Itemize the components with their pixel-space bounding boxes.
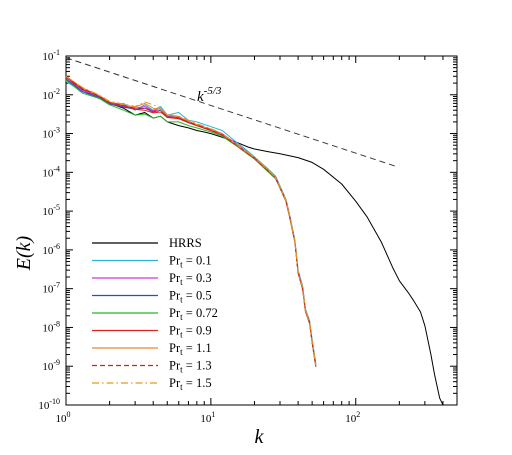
slope-annotation: k-5/3 <box>197 85 222 105</box>
x-tick-label: 102 <box>345 410 360 425</box>
reference-line <box>65 57 397 167</box>
legend-item: Prt = 1.5 <box>92 376 212 392</box>
legend-label: HRRS <box>169 236 202 250</box>
y-tick-label: 10-6 <box>42 242 60 257</box>
series-line-prt1_3 <box>65 76 317 366</box>
slope-annotation-base: k <box>197 89 204 105</box>
slope-annotation-exponent: -5/3 <box>204 85 222 97</box>
y-tick-label: 10-2 <box>42 87 60 102</box>
legend-item: Prt = 1.3 <box>92 359 212 375</box>
series-line-prt1_5 <box>65 75 317 366</box>
legend-item: Prt = 1.1 <box>92 341 212 357</box>
y-tick-label: 10-4 <box>42 164 60 179</box>
legend-label: Prt = 0.9 <box>169 324 212 340</box>
plot-frame <box>65 55 458 406</box>
axis-ticks <box>65 55 458 406</box>
legend-label: Prt = 0.1 <box>169 254 212 270</box>
reference-slope-line <box>65 57 397 167</box>
legend-label: Prt = 1.3 <box>169 359 212 375</box>
y-tick-label: 10-1 <box>42 48 60 63</box>
legend-label: Prt = 0.72 <box>169 306 218 322</box>
y-tick-label: 10-7 <box>42 281 60 296</box>
legend-item: Prt = 0.1 <box>92 254 212 270</box>
legend-label: Prt = 1.1 <box>169 341 212 357</box>
series-line-prt0_3 <box>65 78 317 365</box>
legend-item: Prt = 0.72 <box>92 306 218 322</box>
legend-label: Prt = 0.3 <box>169 271 212 287</box>
plot-border <box>65 55 458 406</box>
series-line-prt1_1 <box>65 75 317 366</box>
legend-item: HRRS <box>92 236 202 250</box>
legend-label: Prt = 1.5 <box>169 376 212 392</box>
legend-item: Prt = 0.5 <box>92 289 212 305</box>
y-tick-label: 10-8 <box>42 319 60 334</box>
legend-item: Prt = 0.9 <box>92 324 212 340</box>
y-tick-label: 10-9 <box>42 358 60 373</box>
x-tick-label: 101 <box>200 410 215 425</box>
x-tick-label: 100 <box>56 410 71 425</box>
y-tick-label: 10-3 <box>42 126 60 141</box>
x-axis-title: k <box>255 426 265 448</box>
legend-label: Prt = 0.5 <box>169 289 212 305</box>
y-axis-title: E(k) <box>13 235 35 271</box>
axis-tick-labels: 100 101 102 10-10 10-9 10-8 10-7 10-6 10-5 10-4 10… <box>38 48 360 425</box>
y-tick-label: 10-10 <box>38 397 60 412</box>
legend-item: Prt = 0.3 <box>92 271 212 287</box>
y-tick-label: 10-5 <box>42 203 60 218</box>
series-line-hrrs <box>65 75 444 406</box>
series-lines <box>65 75 444 406</box>
